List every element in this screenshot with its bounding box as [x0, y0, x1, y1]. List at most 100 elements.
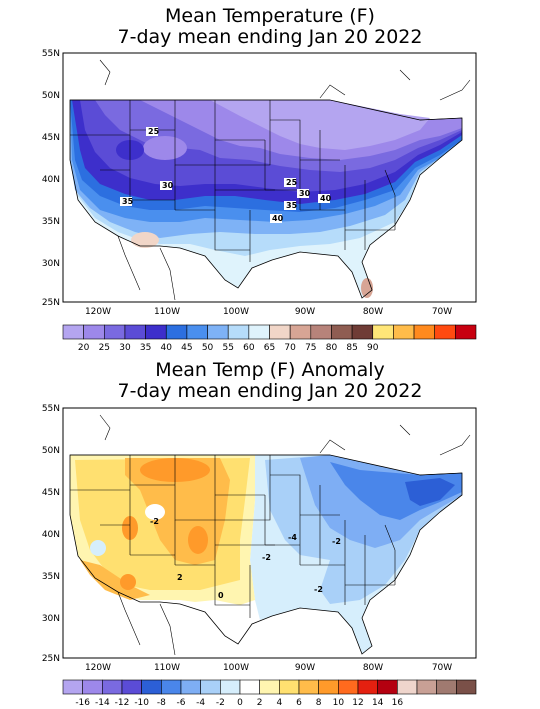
context-coastline	[99, 59, 471, 301]
lat-axis: 55N 50N 45N 40N 35N 30N 25N	[42, 404, 60, 664]
colorbar-swatch	[83, 324, 105, 340]
colorbar-label: 6	[296, 698, 302, 708]
contour-label: -2	[262, 553, 271, 562]
contour-label: 35	[286, 201, 298, 210]
lon-label: 80W	[363, 663, 383, 673]
colorbar-label: 75	[305, 343, 316, 353]
lon-label: 90W	[295, 307, 315, 317]
lat-label: 35N	[42, 217, 60, 227]
colorbar-swatch	[145, 324, 167, 340]
colorbar-label: 90	[367, 343, 379, 353]
colorbar-label: -14	[95, 698, 110, 708]
colorbar-label: 20	[78, 343, 90, 353]
colorbar-swatch	[82, 679, 103, 695]
panel1-title-line1: Mean Temperature (F)	[165, 5, 375, 27]
colorbar-swatch	[141, 679, 162, 695]
colorbar-swatch	[331, 324, 353, 340]
contour-label: 30	[299, 189, 311, 198]
colorbar-swatch	[124, 324, 146, 340]
temperature-map: 25 30 25 30 35 35 40 40 55N 50N 45N 40N …	[42, 49, 477, 317]
anomaly-east-minus6	[330, 462, 462, 520]
colorbar-swatch	[393, 324, 415, 340]
contour-label: 40	[272, 214, 284, 223]
colorbar-label: 25	[99, 343, 110, 353]
colorbar-label: 10	[333, 698, 345, 708]
lat-axis: 55N 50N 45N 40N 35N 30N 25N	[42, 49, 60, 308]
panel2-title-line2: 7-day mean ending Jan 20 2022	[117, 380, 423, 402]
us-outline	[69, 99, 463, 299]
colorbar-label: 2	[257, 698, 263, 708]
colorbar-swatch	[104, 324, 126, 340]
colorbar-label: -12	[115, 698, 130, 708]
lon-label: 100W	[223, 663, 249, 673]
colorbar-swatch	[279, 679, 300, 695]
colorbar-label: 60	[243, 343, 255, 353]
lat-label: 25N	[42, 298, 60, 308]
colorbar-swatch	[259, 679, 280, 695]
colorbar-swatch	[298, 679, 319, 695]
colorbar-label: 16	[392, 698, 404, 708]
lon-axis: 120W 110W 100W 90W 80W 70W	[85, 663, 452, 673]
lon-axis: 120W 110W 100W 90W 80W 70W	[85, 307, 452, 317]
colorbar-label: -2	[216, 698, 225, 708]
lon-label: 110W	[154, 663, 180, 673]
colorbar-label: 0	[237, 698, 243, 708]
colorbar-label: 55	[222, 343, 233, 353]
anomaly-neutral-pocket	[145, 504, 165, 520]
lon-label: 110W	[154, 307, 180, 317]
us-outline	[69, 454, 463, 655]
colorbar-label: 14	[372, 698, 384, 708]
colorbar-swatch	[180, 679, 201, 695]
colorbar-swatch	[161, 679, 182, 695]
colorbar-swatch	[357, 679, 378, 695]
colorbar-label: -10	[134, 698, 149, 708]
colorbar-swatch	[269, 324, 291, 340]
anomaly-hot-pocket	[120, 574, 136, 590]
colorbar-label: 80	[326, 343, 338, 353]
colorbar-swatch	[62, 679, 83, 695]
lon-label: 100W	[223, 307, 249, 317]
lon-label: 70W	[432, 663, 452, 673]
lon-label: 120W	[85, 307, 111, 317]
colorbar-swatch	[436, 679, 457, 695]
lon-label: 70W	[432, 307, 452, 317]
colorbar-label: 35	[140, 343, 151, 353]
anomaly-map: -4 -2 -2 -2 -2 2 0 55N 50N 45N 40N 35N 3…	[42, 404, 477, 673]
panel1-title-line2: 7-day mean ending Jan 20 2022	[117, 26, 423, 48]
colorbar-label: 30	[119, 343, 131, 353]
anomaly-west-plus4-south	[80, 560, 150, 600]
colorbar-swatch	[318, 679, 339, 695]
colorbar-swatch	[239, 679, 260, 695]
lat-label: 35N	[42, 572, 60, 582]
lat-label: 50N	[42, 91, 60, 101]
colorbar-label: -6	[177, 698, 186, 708]
colorbar-label: 12	[352, 698, 363, 708]
colorbar-label: -4	[196, 698, 205, 708]
contour-label: -2	[150, 517, 159, 526]
contour-label: 40	[320, 194, 332, 203]
lon-label: 80W	[363, 307, 383, 317]
colorbar-swatch	[416, 679, 437, 695]
contour-label: -2	[314, 585, 323, 594]
colorbar-label: -16	[75, 698, 90, 708]
colorbar-swatch	[102, 679, 123, 695]
contour-label: 25	[286, 178, 298, 187]
colorbar-swatch	[310, 324, 332, 340]
colorbar-label: 45	[181, 343, 192, 353]
contour-label: 0	[218, 591, 224, 600]
lat-label: 45N	[42, 133, 60, 143]
lat-label: 55N	[42, 49, 60, 59]
colorbar-label: 8	[316, 698, 322, 708]
colorbar-swatch	[248, 324, 270, 340]
band-below-20	[210, 100, 430, 150]
contour-labels: 25 30 25 30 35 35 40 40	[120, 127, 332, 223]
colorbar-label: 70	[284, 343, 296, 353]
lat-label: 55N	[42, 404, 60, 414]
lat-label: 25N	[42, 654, 60, 664]
colorbar-swatch	[200, 679, 221, 695]
colorbar-label: 40	[161, 343, 173, 353]
colorbar-label: 85	[346, 343, 357, 353]
colorbar-swatch	[351, 324, 374, 340]
colorbar-swatch	[456, 679, 477, 695]
